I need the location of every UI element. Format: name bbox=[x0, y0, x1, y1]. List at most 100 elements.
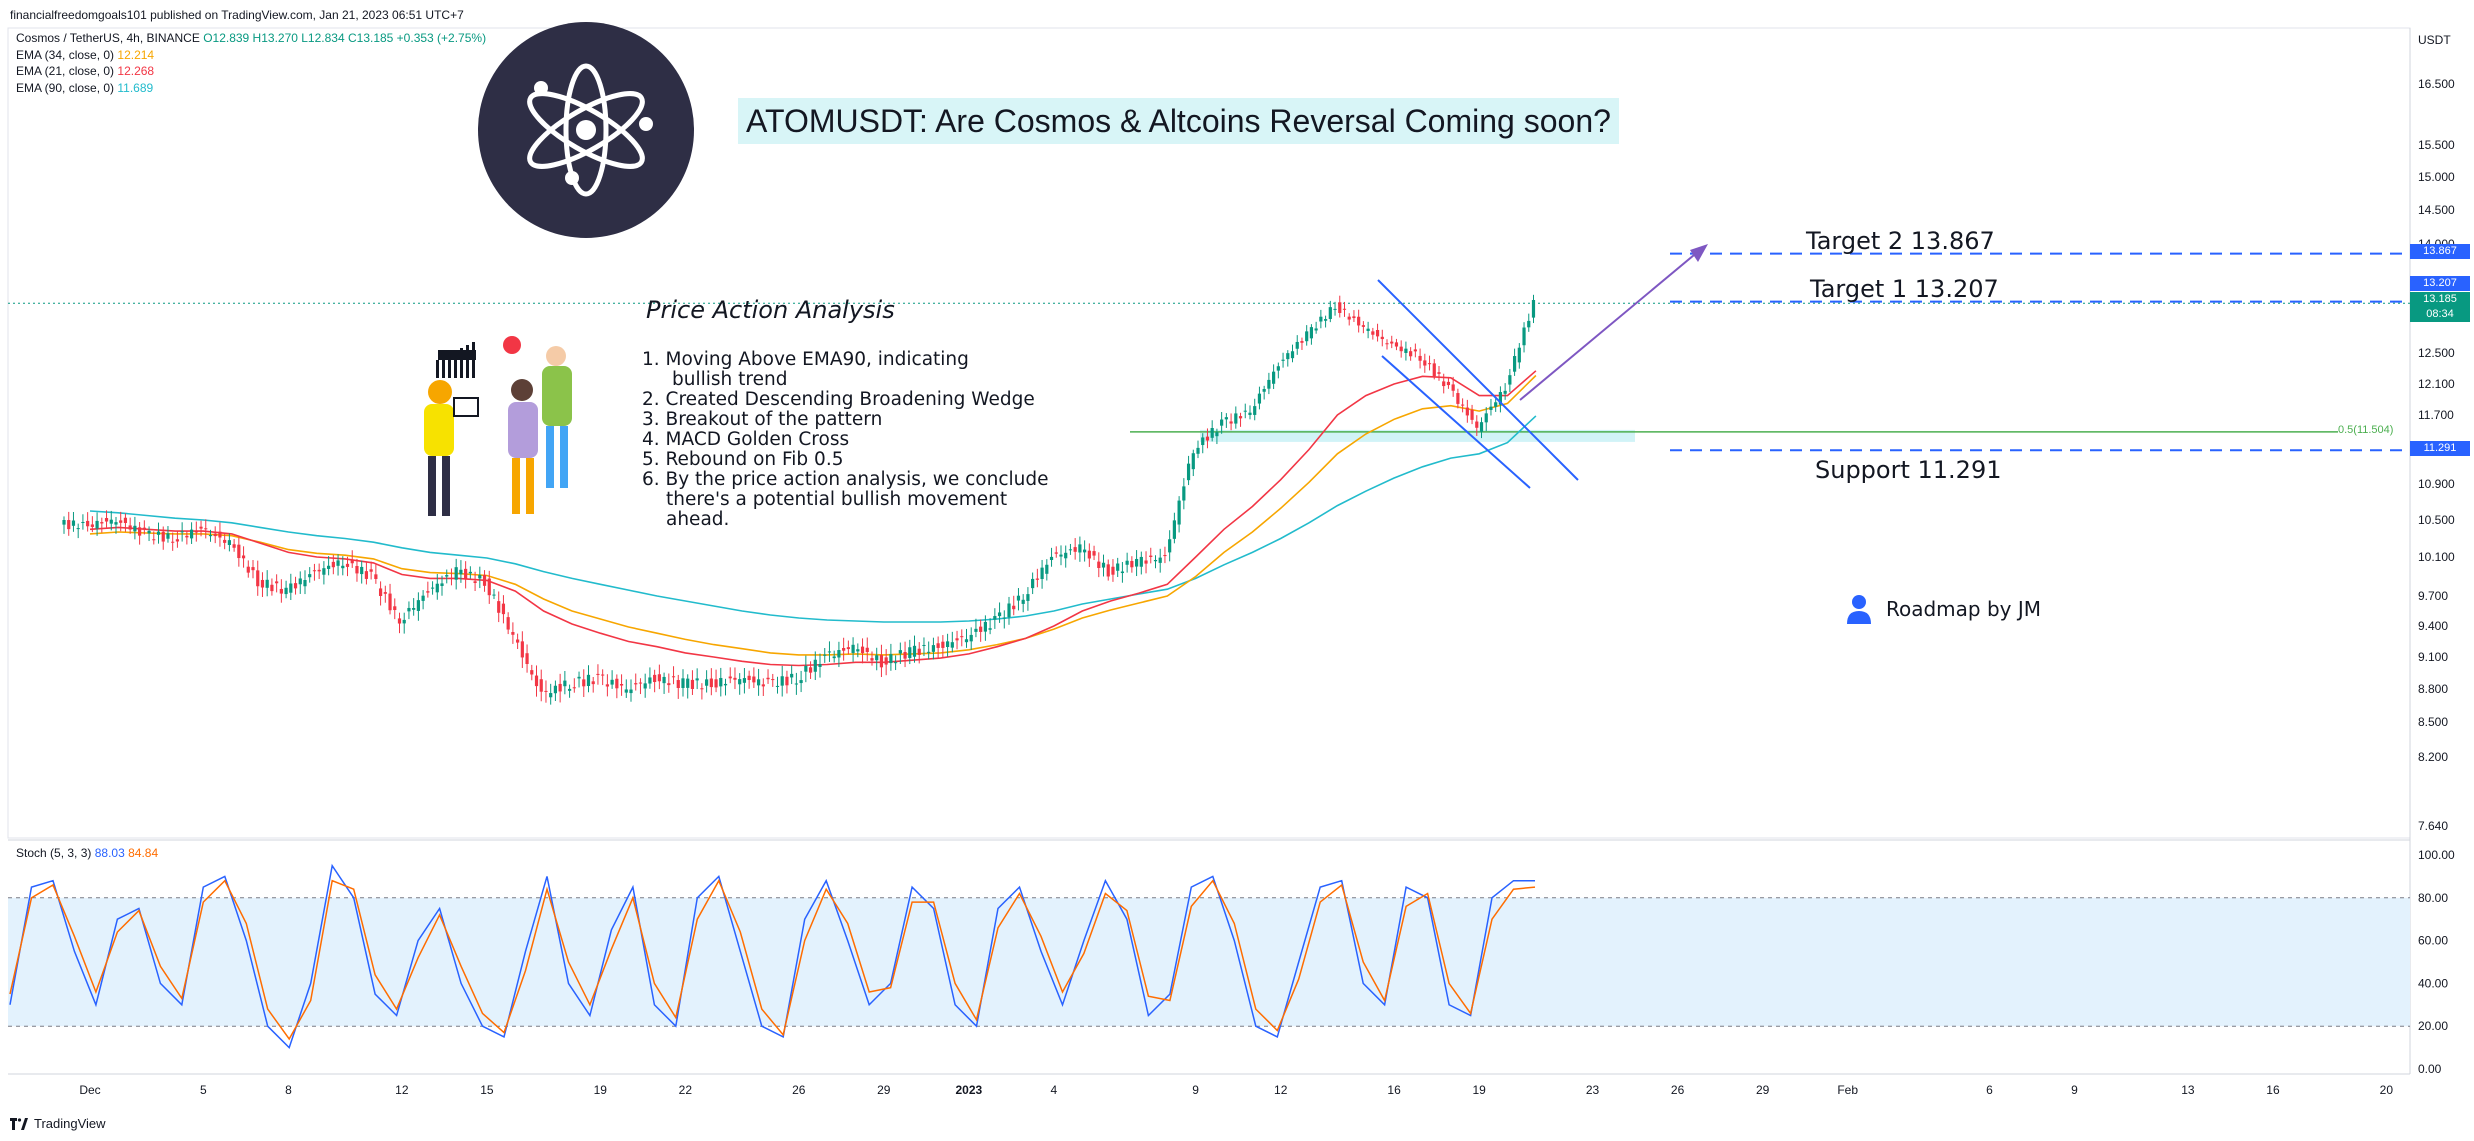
candle-body bbox=[1399, 346, 1403, 352]
candle-body bbox=[549, 693, 553, 698]
candle-body bbox=[1262, 389, 1266, 392]
candle-body bbox=[317, 569, 321, 572]
candle-body bbox=[100, 522, 104, 524]
wedge-upper-line bbox=[1377, 279, 1579, 481]
candle-body bbox=[119, 520, 123, 523]
candle-body bbox=[459, 569, 463, 575]
candle-body bbox=[312, 570, 317, 572]
candle-body bbox=[435, 583, 439, 593]
candles-group bbox=[62, 294, 1536, 705]
candle-body bbox=[870, 658, 874, 661]
fib-label: 0.5(11.504) bbox=[2338, 424, 2394, 436]
candle-body bbox=[1186, 463, 1191, 481]
legend-ema90-value: 11.689 bbox=[117, 80, 154, 95]
illus-leg-right bbox=[560, 426, 568, 488]
candle-body bbox=[894, 662, 898, 664]
candle-body bbox=[454, 567, 458, 580]
candle-body bbox=[194, 530, 198, 533]
candle-body bbox=[837, 650, 841, 658]
legend-ema90-row[interactable]: EMA (90, close, 0) 11.689 bbox=[16, 80, 486, 97]
stoch-legend[interactable]: Stoch (5, 3, 3) 88.03 84.84 bbox=[16, 846, 158, 860]
time-tick-label: 2023 bbox=[955, 1083, 982, 1097]
candle-body bbox=[1267, 379, 1271, 389]
candle-body bbox=[544, 690, 548, 692]
candle-body bbox=[790, 673, 794, 678]
candle-body bbox=[104, 518, 109, 522]
candle-body bbox=[950, 642, 954, 648]
candle-body bbox=[582, 679, 586, 687]
tradingview-brand: TradingView bbox=[34, 1116, 106, 1131]
candle-body bbox=[185, 535, 189, 538]
candle-body bbox=[1531, 299, 1536, 318]
candle-body bbox=[1168, 539, 1172, 553]
candle-body bbox=[643, 683, 647, 689]
candle-body bbox=[1035, 578, 1039, 580]
candle-body bbox=[629, 689, 633, 694]
time-tick-label: 13 bbox=[2181, 1083, 2195, 1097]
candle-body bbox=[1272, 371, 1276, 384]
candle-body bbox=[256, 570, 260, 587]
candle-body bbox=[1201, 437, 1205, 446]
candle-body bbox=[1328, 307, 1332, 319]
candle-body bbox=[1054, 552, 1058, 554]
illus-leg-left bbox=[428, 456, 436, 516]
candle-body bbox=[1153, 559, 1158, 562]
candle-body bbox=[1016, 595, 1021, 601]
candle-body bbox=[889, 654, 893, 664]
candle-body bbox=[241, 555, 246, 559]
candle-body bbox=[908, 647, 912, 658]
candle-body bbox=[865, 647, 869, 653]
legend-ema21-row[interactable]: EMA (21, close, 0) 12.268 bbox=[16, 63, 486, 80]
price-tick-label: 7.640 bbox=[2418, 819, 2448, 833]
candle-body bbox=[842, 648, 846, 651]
candle-body bbox=[412, 608, 416, 610]
candle-body bbox=[440, 583, 444, 586]
time-tick-label: 12 bbox=[395, 1083, 409, 1097]
illus-head-mid bbox=[511, 379, 533, 401]
candle-body bbox=[851, 644, 855, 653]
candle-body bbox=[615, 678, 619, 689]
candle-body bbox=[237, 544, 241, 559]
candle-body bbox=[662, 676, 666, 684]
tradingview-footer[interactable]: TradingView bbox=[10, 1116, 106, 1131]
candle-body bbox=[416, 600, 420, 611]
candle-body bbox=[86, 520, 90, 527]
candle-body bbox=[246, 566, 250, 573]
logo-orbit bbox=[563, 63, 609, 197]
candle-body bbox=[1508, 375, 1512, 385]
candle-body bbox=[605, 684, 609, 687]
analysis-item: there's a potential bullish movement bbox=[666, 489, 1008, 510]
candle-body bbox=[799, 680, 803, 684]
candle-body bbox=[1512, 356, 1517, 372]
time-tick-label: 16 bbox=[1387, 1083, 1401, 1097]
candle-body bbox=[62, 520, 66, 525]
candle-body bbox=[1229, 421, 1233, 424]
roadmap-text: Roadmap by JM bbox=[1886, 597, 2042, 621]
stoch-label: Stoch (5, 3, 3) bbox=[16, 846, 92, 860]
candle-body bbox=[293, 583, 298, 589]
candle-body bbox=[653, 674, 657, 683]
price-tick-label: 10.100 bbox=[2418, 550, 2455, 564]
candle-body bbox=[1083, 549, 1087, 553]
countdown-tag: 08:34 bbox=[2410, 307, 2470, 322]
candle-body bbox=[364, 571, 369, 579]
candle-body bbox=[997, 612, 1002, 617]
illus-bar bbox=[466, 345, 469, 378]
candle-body bbox=[601, 674, 605, 676]
candle-body bbox=[530, 670, 534, 675]
legend-ema34-row[interactable]: EMA (34, close, 0) 12.214 bbox=[16, 47, 486, 64]
candle-body bbox=[1394, 342, 1399, 347]
logo-nucleus bbox=[576, 120, 596, 140]
candle-body bbox=[336, 560, 340, 566]
candle-body bbox=[445, 575, 449, 577]
candle-body bbox=[1177, 500, 1181, 525]
roadmap-signature[interactable]: Roadmap by JM bbox=[1846, 594, 2041, 624]
candle-body bbox=[983, 621, 987, 632]
candle-body bbox=[1338, 302, 1342, 313]
time-tick-label: 6 bbox=[1986, 1083, 1993, 1097]
projection-arrowhead bbox=[1690, 244, 1708, 262]
candle-body bbox=[166, 533, 170, 539]
candle-body bbox=[1224, 417, 1228, 420]
stoch-tick-label: 0.00 bbox=[2418, 1062, 2442, 1076]
